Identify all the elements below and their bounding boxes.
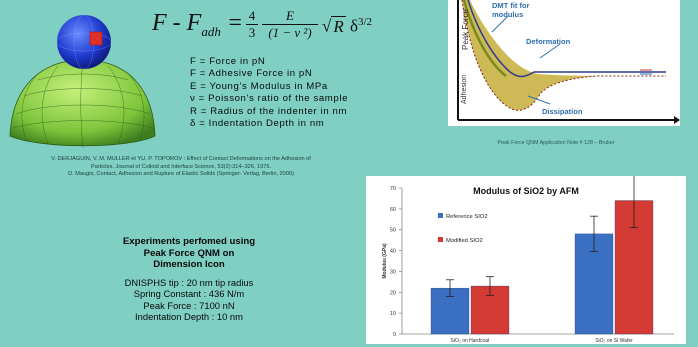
definition-item: F = Adhesive Force in pN	[190, 68, 313, 80]
modulus-bar-chart: 0 10 20 30 40 50 60 70 Modulus (GPa) SiO₂ on Hard…	[382, 176, 674, 344]
y-tick-label: 50	[390, 228, 396, 234]
legend-label: Reference SIO2	[446, 214, 488, 220]
experiment-param: Spring Constant : 436 N/m	[133, 288, 245, 300]
reference-line: D. Maugis, Contact, Adhesion and Rupture…	[68, 171, 294, 178]
experiment-heading: Experiments perfomed using	[122, 236, 256, 247]
definition-item: δ = Indentation Depth in nm	[190, 118, 325, 130]
experiment-heading: Dimension Icon	[153, 259, 225, 270]
reference-line: V. DERJAGUIN, V. M. MULLER et YU. P. TOP…	[51, 156, 311, 162]
y-tick-label: 70	[390, 186, 396, 192]
force-curve-caption: Peak Force QNM Application Note # 128 – …	[497, 140, 615, 146]
dissipation-label: Dissipation	[542, 107, 583, 116]
force-curve-panel: Peak Force Adhesion DMT fit for modulus …	[448, 0, 680, 126]
variable-definitions: F = Force in pN F = Adhesive Force in pN…	[190, 56, 348, 130]
sphere-indentation-illustration	[9, 14, 156, 149]
chart-title: Modulus of SiO2 by AFM	[473, 186, 579, 196]
experiment-param: Indentation Depth : 10 nm	[135, 311, 243, 323]
y-tick-label: 10	[390, 311, 396, 317]
experiment-heading: Peak Force QNM on	[143, 247, 235, 259]
y-axis-label: Modulus (GPa)	[382, 243, 388, 279]
experiment-param: Peak Force : 7100 nN	[143, 299, 235, 311]
y-tick-label: 30	[390, 269, 396, 275]
sphere-indenter	[57, 15, 111, 69]
y-tick-label: 0	[393, 332, 396, 338]
definition-item: ν = Poisson’s ratio of the sample	[190, 93, 349, 105]
adhesion-axis-label: Adhesion	[461, 75, 468, 104]
experiment-details: Experiments perfomed using Peak Force QN…	[74, 236, 304, 323]
y-tick-label: 40	[390, 249, 396, 255]
legend-label: Modified SIO2	[446, 238, 483, 244]
x-tick-label: SiO₂ on Si Wafer	[595, 338, 633, 344]
modulus-chart-panel: Modulus of SiO2 by AFM 0 10 20 30 40 50 60 70 Mo…	[366, 176, 686, 344]
dmt-fit-label: DMT fit for	[492, 1, 530, 10]
deformation-label: Deformation	[526, 37, 571, 46]
definition-item: E = Young’s Modulus in MPa	[190, 80, 328, 92]
legend-swatch	[438, 237, 443, 242]
force-curve-diagram: Peak Force Adhesion DMT fit for modulus …	[457, 0, 680, 124]
legend-swatch	[438, 213, 443, 218]
reference-line: Particles. Journal of Colloid and Interf…	[90, 163, 272, 170]
definition-item: F = Force in pN	[190, 56, 266, 67]
references: V. DERJAGUIN, V. M. MULLER et YU. P. TOP…	[6, 156, 356, 179]
dmt-fit-label: modulus	[492, 10, 523, 19]
x-tick-label: SiO₂ on Hardcoat	[451, 338, 491, 344]
peak-force-axis-label: Peak Force	[461, 9, 470, 50]
y-tick-label: 20	[390, 290, 396, 296]
experiment-param: DNISPHS tip : 20 nm tip radius	[124, 276, 254, 288]
y-tick-label: 60	[390, 207, 396, 213]
definition-item: R = Radius of the indenter in nm	[190, 105, 348, 117]
